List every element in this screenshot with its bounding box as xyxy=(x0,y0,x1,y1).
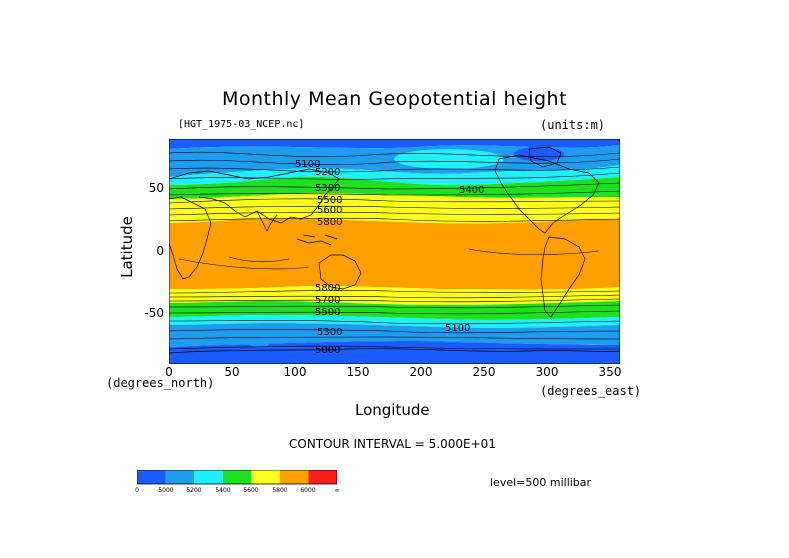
x-tick-label: 150 xyxy=(346,365,370,379)
colorbar-label: 5400 xyxy=(215,487,231,494)
contour-label: 5300 xyxy=(315,183,340,194)
units-label: (units:m) xyxy=(540,118,606,132)
colorbar-label: 6000 xyxy=(300,487,316,494)
band-orange-tropics xyxy=(169,218,620,290)
contour-label: 5300 xyxy=(317,327,342,338)
band-yellow-north xyxy=(169,193,620,224)
coast-india xyxy=(256,210,278,232)
coast-greenland xyxy=(528,146,562,168)
coast-indonesia xyxy=(296,234,338,246)
band-blue-north xyxy=(169,145,620,177)
y-unit-label: (degrees_north) xyxy=(106,376,215,390)
x-tick-label: 0 xyxy=(165,365,173,379)
x-tick-label: 50 xyxy=(224,365,240,379)
coast-antarctica xyxy=(169,348,620,354)
contour-label: 5200 xyxy=(315,167,340,178)
file-label: [HGT_1975-03_NCEP.nc] xyxy=(178,119,305,130)
contour-label: 5800 xyxy=(315,283,340,294)
colorbar-cell xyxy=(137,470,166,484)
coast-africa xyxy=(169,196,212,280)
colorbar-cell xyxy=(222,470,252,484)
band-deep-blue-north xyxy=(169,139,620,149)
contour-label: 5500 xyxy=(315,307,340,318)
contour-label: 5100 xyxy=(445,323,470,334)
band-cyan-south xyxy=(169,315,620,328)
cyan-patch-south xyxy=(249,341,269,347)
x-unit-label: (degrees_east) xyxy=(540,384,642,398)
contour-label: 5700 xyxy=(315,295,340,306)
colorbar-cell xyxy=(279,470,309,484)
colorbar-cell xyxy=(308,470,337,484)
colorbar xyxy=(137,470,337,485)
contour-label: 5600 xyxy=(317,205,342,216)
contour-label: 5800 xyxy=(317,217,342,228)
colorbar-label: 5200 xyxy=(186,487,202,494)
coastlines xyxy=(169,146,620,354)
x-tick-label: 250 xyxy=(472,365,496,379)
y-tick-label: -50 xyxy=(144,306,164,320)
contour-label: 5100 xyxy=(295,159,320,170)
x-tick-label: 350 xyxy=(598,365,622,379)
contour-label: 5000 xyxy=(315,345,340,356)
colorbar-label: 5600 xyxy=(243,487,259,494)
plot-title: Monthly Mean Geopotential height xyxy=(221,88,568,110)
geopotential-map: 5100 5200 5300 5400 5500 5600 5800 5800 … xyxy=(169,139,620,364)
coast-eurasia xyxy=(169,168,340,224)
colorbar-cell xyxy=(194,470,223,484)
cyan-patch-north xyxy=(394,149,504,169)
contour-label-group: 5100 5200 5300 5400 5500 5600 5800 5800 … xyxy=(295,159,484,356)
colorbar-label: 0 xyxy=(135,487,139,494)
colorbar-label: 5800 xyxy=(272,487,288,494)
contour-label: 5500 xyxy=(317,195,342,206)
contour-lines xyxy=(169,151,620,350)
band-green-south xyxy=(169,301,620,320)
colorbar-label: 5000 xyxy=(158,487,174,494)
coast-south-america xyxy=(540,236,586,318)
x-tick-label: 300 xyxy=(535,365,559,379)
coast-australia xyxy=(318,254,362,290)
polar-patch-north xyxy=(514,147,564,161)
color-bands xyxy=(169,139,620,364)
x-tick-label: 100 xyxy=(283,365,307,379)
x-axis-label: Longitude xyxy=(355,401,430,419)
x-tick-label: 200 xyxy=(409,365,433,379)
band-blue-south xyxy=(169,323,620,347)
level-label: level=500 millibar xyxy=(490,476,592,489)
colorbar-cell xyxy=(251,470,280,484)
colorbar-label: ∞ xyxy=(334,487,340,494)
band-cyan-north xyxy=(169,165,620,186)
contour-label: 5400 xyxy=(459,185,484,196)
y-tick-label: 50 xyxy=(148,181,164,195)
colorbar-cell xyxy=(165,470,195,484)
contour-interval-label: CONTOUR INTERVAL = 5.000E+01 xyxy=(289,437,496,451)
y-tick-label: 0 xyxy=(156,244,164,258)
coast-north-america xyxy=(494,154,600,234)
